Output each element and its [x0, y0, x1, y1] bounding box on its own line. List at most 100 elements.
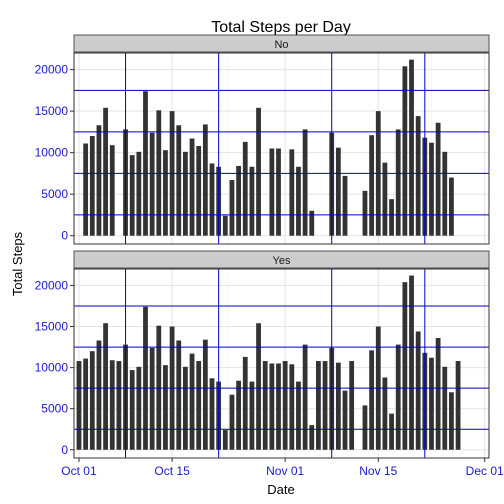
bar [249, 381, 255, 450]
facet-strip-label: Yes [273, 255, 291, 267]
y-tick-label: 0 [61, 443, 68, 457]
bar [249, 166, 255, 236]
bar [289, 149, 295, 236]
bar [449, 177, 454, 236]
x-tick-label: Nov 15 [359, 464, 397, 478]
bar [149, 132, 155, 236]
bar [256, 323, 261, 450]
x-tick-label: Oct 01 [61, 464, 97, 478]
bar [402, 66, 408, 236]
bar [109, 360, 115, 450]
bar [322, 361, 328, 450]
bar [289, 364, 295, 450]
bar [409, 59, 414, 236]
bar [209, 378, 215, 450]
x-axis-title: Date [267, 482, 294, 497]
bar [276, 148, 281, 236]
bar [449, 392, 454, 450]
bar [163, 150, 168, 236]
bar [429, 357, 434, 450]
bar [342, 390, 348, 450]
bar [189, 353, 195, 450]
bar [183, 366, 188, 450]
facet-strip-label: No [274, 39, 288, 51]
bar [103, 107, 108, 236]
x-axis: Oct 01 Oct 15 Nov 01 Nov 15 Dec 01 [61, 458, 504, 478]
y-tick-label: 0 [61, 229, 68, 243]
y-tick-label: 5000 [41, 187, 68, 201]
bar [389, 413, 394, 450]
bar [202, 339, 208, 450]
bar [335, 147, 341, 236]
bar [176, 125, 182, 236]
panel-no: No 0 5000 10000 15000 20000 [35, 34, 490, 245]
bar [276, 363, 281, 450]
bar [129, 155, 135, 236]
bar [129, 370, 135, 450]
bar [262, 361, 268, 450]
bar [369, 350, 375, 450]
bar [196, 146, 202, 236]
bar [382, 377, 388, 450]
bar [269, 363, 275, 450]
bar [143, 91, 148, 236]
bar [389, 199, 394, 236]
bar [89, 136, 95, 236]
y-axis-title: Total Steps [10, 231, 25, 296]
bar [236, 380, 241, 450]
x-tick-label: Dec 01 [466, 464, 504, 478]
bar [409, 275, 414, 450]
bar [435, 338, 441, 450]
y-tick-label: 10000 [35, 361, 69, 375]
bar [435, 122, 441, 236]
bar [136, 151, 142, 236]
bar [229, 394, 235, 450]
bar [256, 107, 261, 236]
panel-border [73, 52, 490, 245]
bar [309, 425, 315, 450]
bar [222, 430, 228, 450]
bar [229, 180, 235, 236]
bar [302, 129, 308, 236]
panel-yes: Yes 0 5000 10000 15000 20000 [35, 250, 490, 459]
panel-border [73, 268, 490, 459]
bar [442, 366, 448, 450]
bar [109, 145, 115, 236]
bar [202, 124, 208, 236]
bar [395, 129, 401, 236]
bar [395, 344, 401, 450]
bar [96, 340, 102, 450]
bar [183, 151, 188, 236]
bar [429, 142, 434, 236]
bar [116, 361, 122, 450]
facet-panels: No 0 5000 10000 15000 20000 Yes 0 5000 10000 15000… [35, 34, 490, 459]
bar [316, 361, 321, 450]
chart-title: Total Steps per Day [211, 19, 351, 36]
bar [242, 141, 248, 236]
bar [96, 125, 102, 236]
bar [455, 361, 461, 450]
bar [309, 210, 315, 236]
bar [89, 351, 95, 450]
y-tick-label: 20000 [35, 278, 69, 292]
bar [362, 405, 368, 450]
bar [163, 365, 168, 450]
bar [189, 138, 195, 236]
bar [242, 356, 248, 450]
bar [282, 361, 288, 450]
bar [143, 306, 148, 450]
y-tick-label: 15000 [35, 104, 69, 118]
bar [269, 148, 275, 236]
bar [83, 358, 89, 450]
y-tick-label: 5000 [41, 402, 68, 416]
bar [349, 361, 355, 450]
y-tick-label: 15000 [35, 320, 69, 334]
bar [415, 116, 421, 236]
bar [362, 190, 368, 236]
bar [296, 166, 301, 236]
bar [103, 323, 108, 450]
bar [196, 361, 202, 450]
bar [415, 331, 421, 450]
bar [209, 163, 215, 236]
